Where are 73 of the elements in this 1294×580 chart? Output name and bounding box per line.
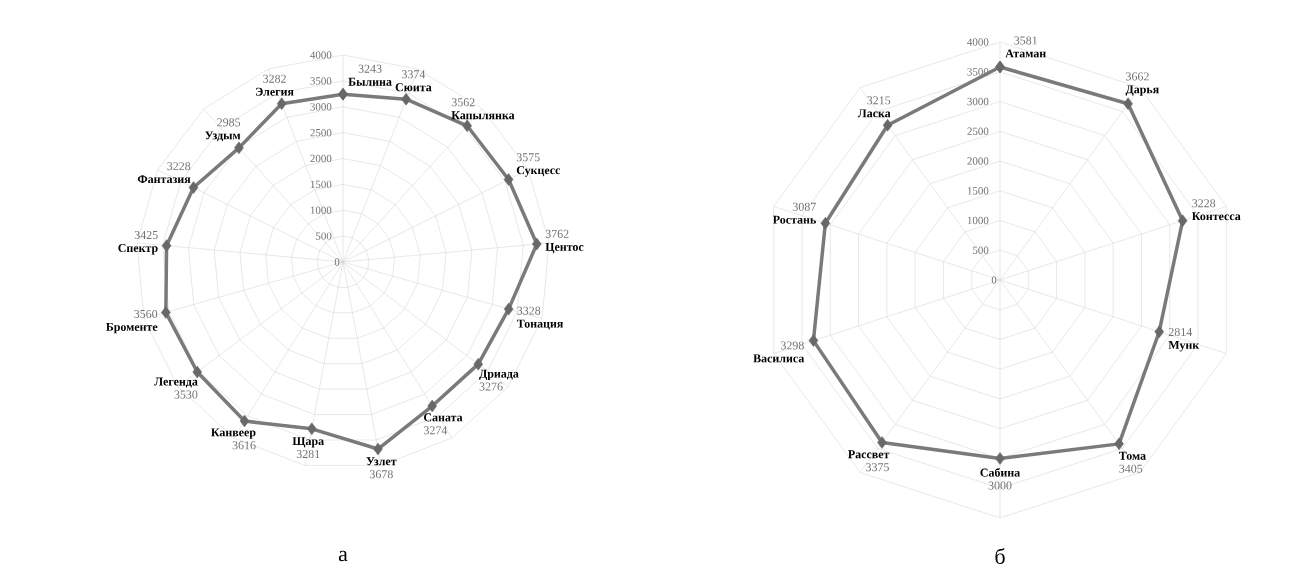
data-label: 3560 (134, 309, 158, 318)
spoke-label: Саната (424, 413, 463, 422)
data-label: 3328 (517, 306, 541, 315)
spoke-label: Мунк (1168, 341, 1200, 352)
y-tick-label: 500 (973, 246, 989, 254)
spoke-label: Капылянка (451, 111, 515, 120)
spoke-label: Канвеер (211, 428, 256, 439)
spoke-label: Атаман (1005, 49, 1046, 58)
y-tick-label: 0 (334, 258, 340, 266)
spoke-label: Уздым (205, 131, 241, 142)
data-label: 3678 (369, 470, 393, 479)
spoke-label: Дарья (1125, 85, 1159, 96)
spoke-label: Контесса (1191, 212, 1241, 221)
spoke-label: Тонация (516, 319, 563, 330)
spoke-label: Ростань (772, 215, 816, 224)
y-tick-label: 1500 (967, 187, 989, 195)
spoke-label: Сюита (395, 83, 432, 92)
data-label: 2814 (1168, 327, 1193, 337)
y-tick-label: 1000 (967, 216, 989, 225)
data-label: 3405 (1119, 464, 1143, 473)
y-tick-label: 2500 (967, 127, 989, 135)
data-label: 3087 (792, 202, 816, 211)
text: б (995, 548, 1005, 564)
y-tick-label: 2000 (967, 157, 989, 165)
data-label: 3530 (174, 390, 198, 399)
y-tick-label: 4000 (310, 51, 332, 59)
spoke-label: Ласка (857, 109, 891, 118)
data-label: 3425 (134, 231, 158, 240)
spoke-label: Центос (545, 242, 584, 254)
data-label: 3000 (988, 481, 1012, 490)
spoke-label: Узлет (366, 457, 397, 466)
data-label: 3575 (516, 153, 540, 162)
y-tick-label: 4000 (967, 38, 989, 46)
spoke-label: Дриада (479, 369, 519, 381)
data-label: 3374 (402, 70, 426, 79)
data-label: 3562 (451, 98, 475, 107)
data-label: 3616 (232, 441, 256, 450)
data-label: 3276 (479, 382, 503, 391)
data-label: 3662 (1126, 72, 1149, 81)
data-label: 3228 (167, 162, 191, 171)
y-tick-label: 1000 (310, 206, 332, 214)
spoke-label: Василиса (753, 354, 805, 363)
data-label: 3375 (866, 463, 889, 472)
data-label: 3581 (1014, 36, 1037, 45)
data-label: 3762 (545, 229, 569, 238)
spoke-label: Сукцесс (516, 166, 561, 177)
spoke-label: Сабина (980, 467, 1020, 477)
y-tick-label: 3500 (310, 77, 332, 85)
data-label: 3243 (358, 64, 382, 73)
spoke-label: Былина (348, 77, 392, 86)
spoke-label: Рассвет (848, 450, 890, 459)
spoke-label: Щара (292, 437, 324, 448)
text: а (338, 550, 348, 562)
y-tick-label: 3000 (310, 103, 332, 111)
spoke-label: Тома (1119, 451, 1146, 460)
y-tick-label: 1500 (310, 180, 332, 189)
y-tick-label: 2500 (310, 128, 332, 137)
data-label: 3228 (1192, 199, 1216, 208)
data-label: 3281 (296, 450, 320, 459)
spoke-label: Фантазия (137, 175, 191, 184)
y-tick-label: 2000 (310, 154, 332, 163)
data-label: 3282 (263, 74, 286, 83)
data-label: 3274 (424, 426, 448, 435)
data-label: 3298 (780, 341, 804, 350)
spoke-label: Спектр (118, 243, 158, 255)
y-tick-label: 0 (991, 276, 997, 284)
y-tick-label: 3000 (967, 97, 989, 106)
data-label: 2985 (217, 118, 241, 127)
data-label: 3215 (867, 96, 891, 105)
spoke-label: Элегия (256, 87, 294, 96)
spoke-label: Легенда (154, 377, 198, 388)
spoke-label: Броменте (106, 323, 158, 334)
y-tick-label: 500 (316, 232, 332, 240)
